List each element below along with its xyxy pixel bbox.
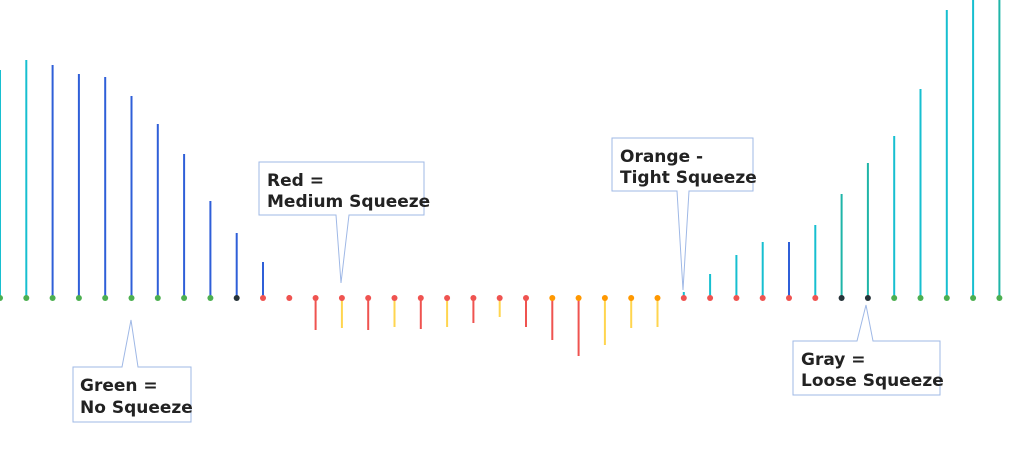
- squeeze-dot: [970, 295, 977, 301]
- squeeze-dot: [102, 295, 109, 301]
- callout-bubble: [792, 304, 941, 396]
- squeeze-dot: [549, 295, 556, 301]
- squeeze-dot: [838, 295, 845, 301]
- squeeze-dot: [786, 295, 792, 301]
- squeeze-dot: [654, 295, 661, 301]
- callout-line: Gray =: [801, 350, 866, 370]
- squeeze-dot: [417, 295, 424, 301]
- callout-line: Green =: [80, 376, 158, 396]
- callout-line: Orange -: [620, 147, 703, 167]
- squeeze-dot: [943, 295, 950, 301]
- squeeze-dot: [707, 295, 714, 301]
- squeeze-dot: [575, 295, 582, 301]
- squeeze-dot: [628, 295, 635, 301]
- squeeze-dot: [680, 295, 687, 301]
- squeeze-dot: [75, 295, 82, 301]
- squeeze-dot: [260, 295, 266, 301]
- squeeze-dot: [154, 295, 161, 301]
- callout-line: Tight Squeeze: [620, 168, 757, 188]
- callout-red: Red = Medium Squeeze: [258, 161, 430, 284]
- callout-bubble: [611, 137, 754, 291]
- squeeze-dot: [444, 295, 451, 301]
- squeeze-dot: [391, 295, 398, 301]
- histogram-bars: [0, 0, 1001, 356]
- squeeze-dot: [496, 295, 503, 301]
- callout-bubble: [72, 319, 192, 423]
- squeeze-dot: [601, 295, 608, 301]
- callout-line: Red =: [267, 171, 324, 191]
- squeeze-dot: [286, 295, 293, 301]
- squeeze-dot: [470, 295, 477, 301]
- squeeze-dot: [812, 295, 819, 301]
- squeeze-dot: [0, 295, 3, 301]
- squeeze-dots: [0, 295, 1003, 301]
- squeeze-dot: [312, 295, 319, 301]
- callout-green: Green = No Squeeze: [72, 319, 193, 423]
- callout-line: No Squeeze: [80, 398, 193, 418]
- squeeze-dot: [523, 295, 529, 301]
- callout-line: Loose Squeeze: [801, 371, 944, 391]
- callout-line: Medium Squeeze: [267, 192, 430, 212]
- squeeze-dot: [181, 295, 188, 301]
- squeeze-dot: [128, 295, 135, 301]
- squeeze-dot: [917, 295, 924, 301]
- squeeze-dot: [207, 295, 214, 301]
- callout-orange: Orange - Tight Squeeze: [611, 137, 757, 291]
- squeeze-dot: [233, 295, 240, 301]
- squeeze-dot: [996, 295, 1003, 301]
- squeeze-dot: [49, 295, 56, 301]
- squeeze-dot: [23, 295, 30, 301]
- callout-bubble: [258, 161, 425, 284]
- squeeze-dot: [338, 295, 345, 301]
- squeeze-dot: [759, 295, 766, 301]
- squeeze-dot: [365, 295, 372, 301]
- squeeze-dot: [733, 295, 740, 301]
- squeeze-dot: [891, 295, 898, 301]
- squeeze-dot: [864, 295, 871, 301]
- callout-gray: Gray = Loose Squeeze: [792, 304, 944, 396]
